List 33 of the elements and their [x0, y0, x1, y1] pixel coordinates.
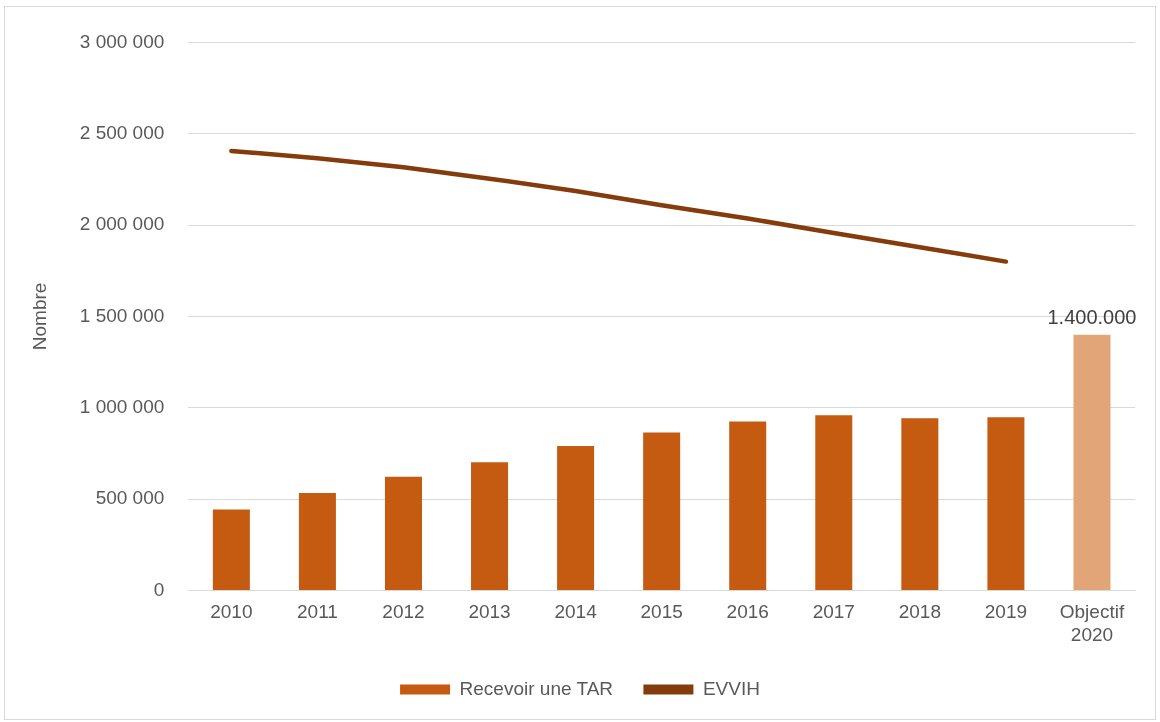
- y-tick-label: 2 000 000: [79, 213, 165, 235]
- bar: [901, 418, 939, 590]
- bar: [815, 415, 853, 590]
- bar: [298, 493, 336, 590]
- y-tick-label: 500 000: [95, 487, 165, 509]
- x-tick-label: Objectif 2020: [1059, 601, 1125, 645]
- bar: [1073, 334, 1111, 590]
- x-tick-label: 2016: [726, 601, 769, 623]
- x-tick-label: 2017: [812, 601, 855, 623]
- bar: [384, 476, 422, 590]
- x-tick-label: 2018: [898, 601, 941, 623]
- legend-label: EVVIH: [702, 677, 760, 699]
- x-tick-label: 2015: [640, 601, 683, 623]
- bar: [987, 417, 1025, 590]
- y-tick-label: 0: [153, 578, 165, 600]
- y-tick-label: 2 500 000: [79, 121, 165, 143]
- bar: [557, 445, 595, 590]
- bar: [212, 509, 250, 590]
- bar: [471, 462, 509, 590]
- x-tick-label: 2010: [210, 601, 253, 623]
- y-tick-label: 3 000 000: [79, 30, 165, 52]
- x-tick-label: 2013: [468, 601, 511, 623]
- x-tick-label: 2014: [554, 601, 598, 623]
- y-tick-label: 1 500 000: [79, 304, 165, 326]
- y-axis-title: Nombre: [28, 282, 50, 351]
- x-tick-label: 2012: [382, 601, 425, 623]
- x-tick-label: 2011: [296, 601, 338, 623]
- bar: [643, 432, 681, 590]
- bar: [729, 421, 767, 590]
- legend-label: Recevoir une TAR: [459, 677, 614, 699]
- data-label: 1.400.000: [1047, 306, 1137, 329]
- y-tick-label: 1 000 000: [79, 395, 165, 417]
- x-tick-label: 2019: [984, 601, 1028, 623]
